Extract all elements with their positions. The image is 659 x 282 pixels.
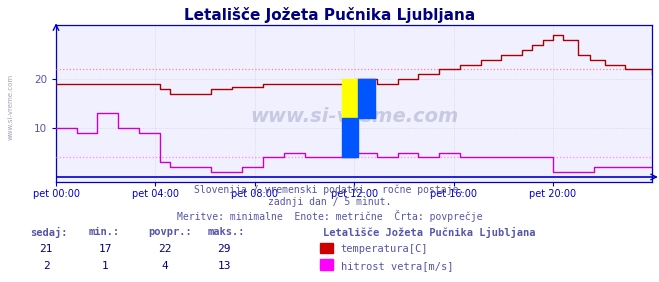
Text: hitrost vetra[m/s]: hitrost vetra[m/s] [341,261,453,271]
Text: min.:: min.: [89,227,120,237]
Text: Slovenija / vremenski podatki - ročne postaje.: Slovenija / vremenski podatki - ročne po… [194,185,465,195]
Text: 29: 29 [217,244,231,254]
Bar [342,79,358,118]
Text: zadnji dan / 5 minut.: zadnji dan / 5 minut. [268,197,391,207]
Text: www.si-vreme.com: www.si-vreme.com [250,107,459,126]
Text: 13: 13 [217,261,231,271]
Text: temperatura[C]: temperatura[C] [341,244,428,254]
Text: 21: 21 [40,244,53,254]
Text: 22: 22 [158,244,171,254]
Text: www.si-vreme.com: www.si-vreme.com [8,74,14,140]
Text: 17: 17 [99,244,112,254]
Text: Letališče Jožeta Pučnika Ljubljana: Letališče Jožeta Pučnika Ljubljana [323,227,535,238]
Text: povpr.:: povpr.: [148,227,192,237]
Text: maks.:: maks.: [208,227,245,237]
Bar [358,79,375,118]
Text: Meritve: minimalne  Enote: metrične  Črta: povprečje: Meritve: minimalne Enote: metrične Črta:… [177,210,482,222]
Text: sedaj:: sedaj: [30,227,67,238]
Bar [342,118,358,157]
Text: Letališče Jožeta Pučnika Ljubljana: Letališče Jožeta Pučnika Ljubljana [184,7,475,23]
Text: 4: 4 [161,261,168,271]
Text: 1: 1 [102,261,109,271]
Text: 2: 2 [43,261,49,271]
